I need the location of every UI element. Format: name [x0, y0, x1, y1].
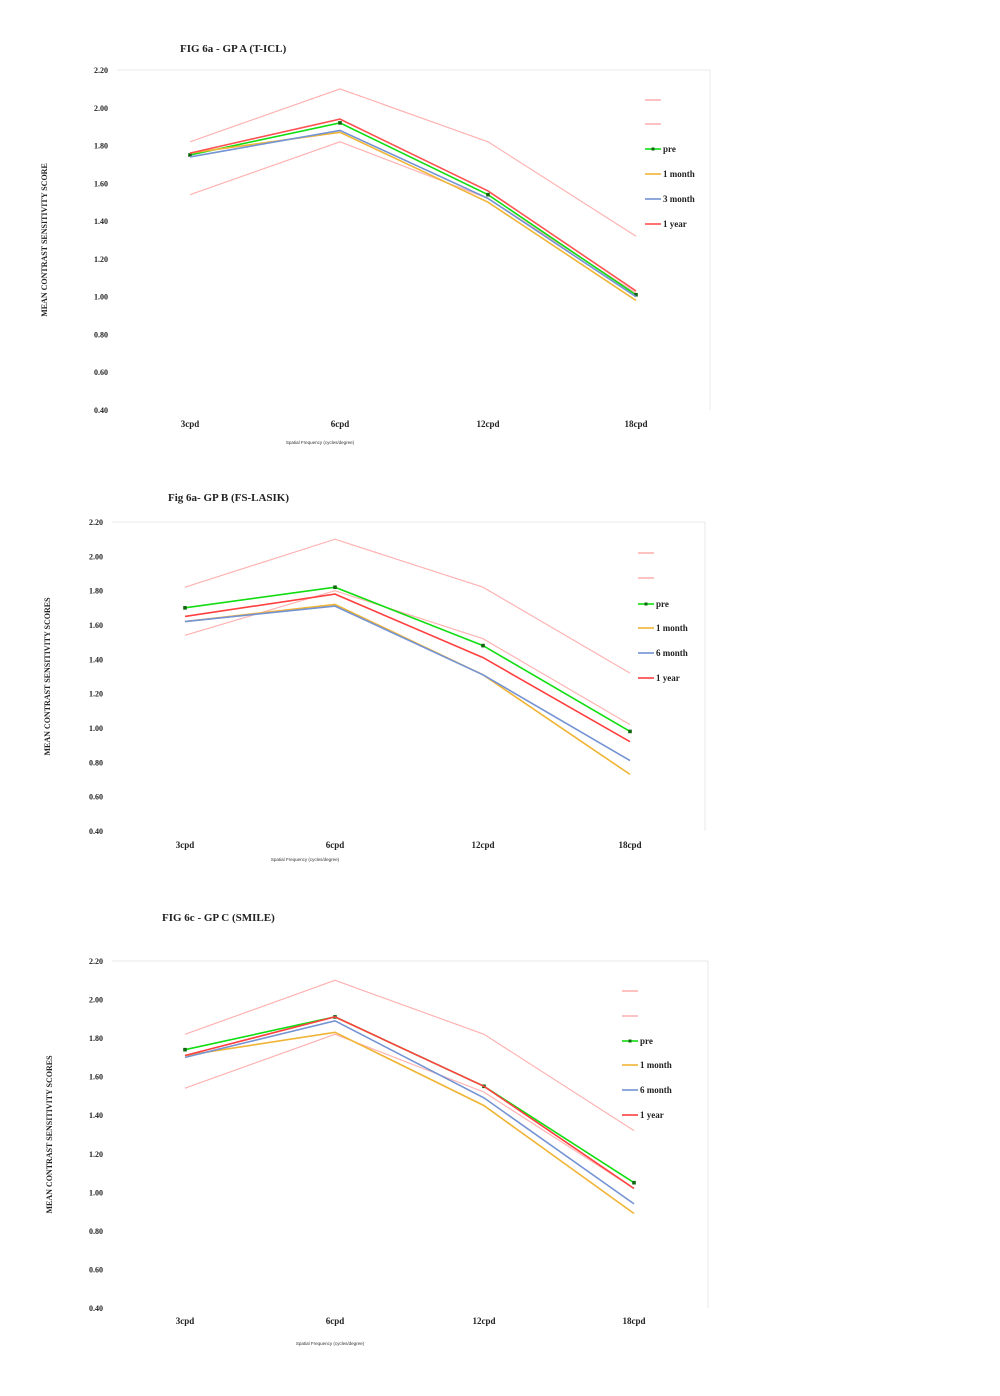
series-line-normal-bound [184, 979, 635, 1132]
x-tick-label: 3cpd [176, 840, 195, 850]
y-tick-label: 0.80 [94, 330, 108, 339]
series-line-normal-bound [184, 1033, 635, 1190]
series-line-3-month [189, 129, 637, 298]
data-point-marker [628, 729, 632, 734]
data-point-marker [338, 121, 342, 125]
x-tick-label: 6cpd [331, 419, 350, 429]
legend-label: pre [663, 144, 676, 154]
legend-marker [644, 602, 648, 606]
data-point-marker [333, 585, 337, 590]
y-tick-label: 0.60 [89, 1265, 103, 1274]
x-tick-label: 6cpd [326, 1316, 345, 1326]
data-point-marker [188, 153, 192, 157]
data-point-marker [183, 606, 187, 610]
x-tick-label: 3cpd [176, 1316, 195, 1326]
y-axis-label: MEAN CONTRAST SENSITIVITY SCORE [40, 163, 49, 317]
y-tick-label: 2.20 [89, 957, 103, 966]
legend-label: 6 month [656, 648, 688, 658]
y-tick-label: 2.00 [89, 552, 103, 561]
y-tick-label: 1.20 [89, 690, 103, 699]
x-axis-label: Spatial Frequency (cycles/degree) [286, 440, 355, 445]
legend-label: 3 month [663, 194, 695, 204]
y-tick-label: 0.60 [94, 368, 108, 377]
y-tick-label: 2.20 [94, 66, 108, 75]
y-tick-label: 1.60 [94, 179, 108, 188]
legend-label: 1 year [663, 219, 687, 229]
series-line-normal-bound [184, 590, 631, 726]
series-line-6-month [184, 605, 631, 762]
y-axis-label: MEAN CONTRAST SENSITIVITY SCORES [43, 597, 52, 756]
y-tick-label: 0.80 [89, 1227, 103, 1236]
legend-label: pre [640, 1036, 653, 1046]
chart-2: Fig 6a- GP B (FS-LASIK) 0.40 0.60 0.80 1.00 1… [43, 492, 706, 862]
y-tick-label: 1.00 [89, 1188, 103, 1197]
y-tick-label: 1.00 [94, 293, 108, 302]
legend-marker [628, 1039, 632, 1043]
legend-marker [651, 147, 655, 151]
y-tick-label: 0.80 [89, 758, 103, 767]
data-point-marker [486, 192, 490, 197]
legend-label: 1 year [656, 673, 680, 683]
x-tick-label: 18cpd [624, 419, 647, 429]
data-point-marker [183, 1047, 187, 1052]
series-line-1-year [184, 593, 631, 743]
series-line-1-year [189, 118, 637, 292]
chart-title: FIG 6c - GP C (SMILE) [162, 912, 275, 924]
y-tick-label: 1.40 [89, 1111, 103, 1120]
y-tick-label: 2.00 [89, 996, 103, 1005]
y-tick-label: 2.00 [94, 104, 108, 113]
y-tick-label: 0.40 [89, 827, 103, 836]
x-tick-label: 12cpd [476, 419, 499, 429]
x-tick-label: 18cpd [618, 840, 641, 850]
y-tick-label: 1.40 [94, 217, 108, 226]
series-line-pre [189, 122, 637, 296]
x-tick-label: 12cpd [472, 1316, 495, 1326]
y-tick-label: 1.20 [94, 255, 108, 264]
y-tick-label: 1.80 [94, 142, 108, 151]
data-point-marker [481, 643, 485, 648]
y-tick-label: 2.20 [89, 518, 103, 527]
x-tick-label: 12cpd [471, 840, 494, 850]
series-line-1-month [184, 1031, 635, 1215]
x-tick-label: 6cpd [326, 840, 345, 850]
y-tick-label: 1.20 [89, 1150, 103, 1159]
series-line-normal-bound [184, 538, 631, 674]
legend-label: 1 month [640, 1060, 672, 1070]
y-tick-label: 1.60 [89, 621, 103, 630]
y-tick-label: 0.40 [89, 1304, 103, 1313]
x-axis-label: Spatial Frequency (cycles/degree) [296, 1341, 365, 1346]
y-axis-label: MEAN CONTRAST SENSITIVITY SCORES [45, 1055, 54, 1214]
legend-label: 1 month [656, 623, 688, 633]
series-line-6-month [184, 1019, 635, 1205]
y-tick-label: 1.80 [89, 587, 103, 596]
series-line-1-month [184, 603, 631, 776]
chart-title: FIG 6a - GP A (T-ICL) [180, 43, 287, 55]
legend-label: 6 month [640, 1085, 672, 1095]
y-tick-label: 1.40 [89, 655, 103, 664]
y-tick-label: 1.80 [89, 1034, 103, 1043]
chart-1: FIG 6a - GP A (T-ICL) 0.40 0.60 0.80 1.00 1.2… [40, 43, 711, 445]
chart-3: FIG 6c - GP C (SMILE) 0.40 0.60 0.80 1.00 1.2… [45, 912, 709, 1346]
series-line-1-month [189, 131, 637, 302]
series-line-pre [184, 586, 631, 733]
y-tick-label: 0.40 [94, 406, 108, 415]
chart-title: Fig 6a- GP B (FS-LASIK) [168, 492, 289, 504]
x-tick-label: 3cpd [181, 419, 200, 429]
data-point-marker [632, 1180, 636, 1185]
x-tick-label: 18cpd [622, 1316, 645, 1326]
y-tick-label: 1.60 [89, 1073, 103, 1082]
y-tick-label: 1.00 [89, 724, 103, 733]
series-line-normal-bound [189, 88, 637, 237]
legend-label: 1 month [663, 169, 695, 179]
x-axis-label: Spatial Frequency (cycles/degree) [271, 857, 340, 862]
series-line-1-year [184, 1016, 635, 1190]
legend-label: pre [656, 599, 669, 609]
legend-label: 1 year [640, 1110, 664, 1120]
data-point-marker [634, 292, 638, 297]
y-tick-label: 0.60 [89, 793, 103, 802]
